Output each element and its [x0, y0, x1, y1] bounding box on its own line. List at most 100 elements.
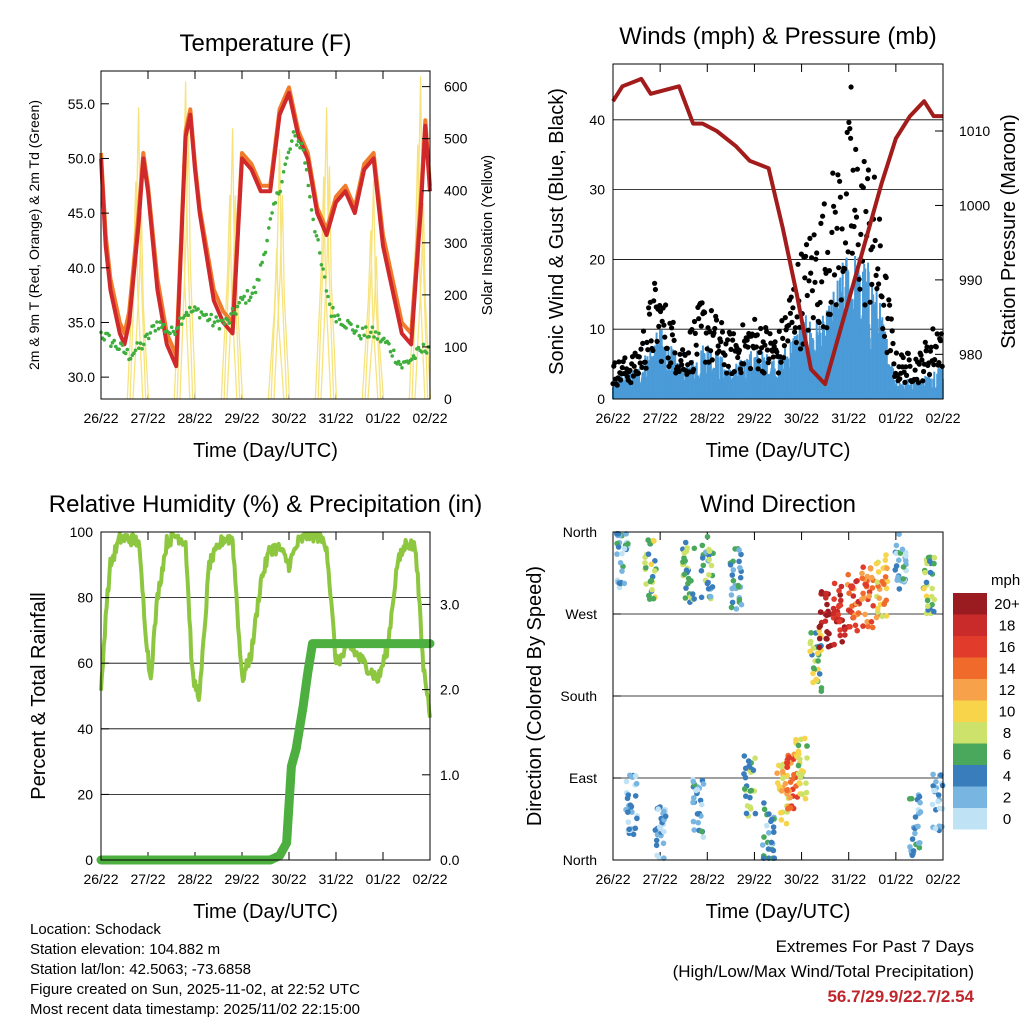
direction-point — [627, 802, 634, 808]
gust-point — [705, 325, 711, 331]
direction-point — [682, 539, 689, 546]
dewpoint-point — [270, 211, 274, 215]
gust-point — [639, 364, 645, 370]
xtick-label: 31/22 — [831, 410, 866, 426]
gust-point — [814, 250, 820, 256]
direction-point — [706, 556, 712, 563]
gust-point — [685, 350, 692, 356]
direction-point — [802, 795, 809, 802]
recent-text: Most recent data timestamp: 2025/11/02 2… — [30, 1001, 360, 1018]
gust-point — [845, 249, 851, 255]
gust-point — [668, 360, 674, 366]
direction-title: Wind Direction — [700, 491, 856, 518]
gust-point — [926, 371, 933, 378]
dewpoint-point — [387, 341, 391, 346]
direction-point — [900, 564, 907, 570]
gust-point — [782, 315, 788, 321]
direction-point — [709, 584, 716, 590]
gust-point — [650, 347, 656, 354]
direction-point — [784, 787, 790, 794]
direction-point — [656, 855, 663, 861]
gust-point — [853, 214, 860, 220]
xtick-label: 02/22 — [412, 410, 447, 426]
dewpoint-point — [382, 336, 386, 341]
gust-point — [763, 325, 769, 331]
direction-point — [867, 566, 874, 572]
dewpoint-point — [148, 331, 153, 335]
gust-point — [854, 166, 861, 172]
gust-point — [805, 327, 811, 333]
direction-point — [736, 558, 742, 565]
direction-point — [698, 594, 705, 601]
dewpoint-point — [216, 319, 220, 323]
gust-point — [919, 357, 925, 363]
gust-point — [680, 347, 686, 353]
dewpoint-point — [135, 341, 139, 345]
gust-point — [792, 325, 799, 331]
gust-point — [902, 379, 908, 385]
solar-insolation-line — [367, 256, 385, 400]
dewpoint-point — [197, 316, 202, 320]
gust-point — [858, 231, 864, 237]
direction-point — [797, 756, 803, 763]
solar-insolation-line — [223, 128, 241, 400]
direction-point — [706, 572, 712, 578]
dewpoint-point — [171, 329, 176, 334]
direction-point — [929, 601, 935, 608]
direction-point — [896, 557, 902, 563]
dewpoint-point — [293, 134, 297, 138]
xtick-label: 28/22 — [177, 410, 212, 426]
direction-point — [729, 572, 736, 578]
direction-point — [931, 560, 937, 567]
direction-point — [804, 755, 810, 761]
direction-point — [916, 793, 923, 800]
dewpoint-point — [265, 238, 269, 243]
gust-point — [670, 319, 676, 325]
direction-point — [837, 632, 843, 639]
colorbar-swatch — [953, 786, 987, 808]
gust-point — [893, 350, 900, 356]
gust-point — [847, 126, 853, 132]
colorbar-label: 20+ — [994, 596, 1020, 613]
gust-point — [664, 345, 670, 351]
direction-point — [736, 547, 742, 553]
dewpoint-point — [296, 139, 301, 143]
gust-point — [645, 347, 651, 353]
gust-point — [764, 347, 771, 353]
direction-point — [830, 605, 837, 612]
dewpoint-point — [286, 150, 291, 155]
direction-point — [617, 560, 624, 566]
direction-point — [935, 798, 941, 805]
dewpoint-point — [362, 333, 367, 338]
direction-point — [916, 840, 922, 846]
direction-point — [838, 597, 844, 604]
solar-insolation-line — [273, 195, 291, 400]
gust-point — [781, 355, 787, 361]
direction-point — [910, 848, 917, 854]
station-info: Location: Schodack Station elevation: 10… — [30, 920, 360, 1020]
direction-point — [883, 552, 889, 558]
dewpoint-point — [416, 345, 421, 350]
direction-point — [847, 624, 853, 630]
xtick-label: 28/22 — [177, 871, 212, 887]
dewpoint-point — [184, 310, 189, 315]
direction-point — [831, 580, 838, 587]
direction-point — [893, 563, 900, 569]
gust-point — [879, 294, 885, 300]
gust-point — [716, 348, 722, 354]
xtick-label: 29/22 — [224, 871, 259, 887]
gust-point — [640, 340, 646, 346]
panel-temperature: Temperature (F) Time (Day/UTC) 2m & 9m T (… — [26, 30, 496, 462]
direction-point — [700, 781, 707, 787]
direction-point — [683, 585, 689, 591]
winds-y2label: Station Pressure (Maroon) — [998, 114, 1020, 349]
dewpoint-point — [169, 325, 174, 330]
direction-point — [802, 735, 808, 742]
ytick-label: 10 — [589, 321, 605, 337]
gust-point — [735, 354, 741, 361]
gust-point — [738, 369, 744, 376]
gust-point — [644, 339, 650, 345]
xtick-label: 29/22 — [737, 410, 772, 426]
direction-point — [893, 542, 900, 549]
extremes-values: 56.7/29.9/22.7/2.54 — [827, 987, 974, 1006]
